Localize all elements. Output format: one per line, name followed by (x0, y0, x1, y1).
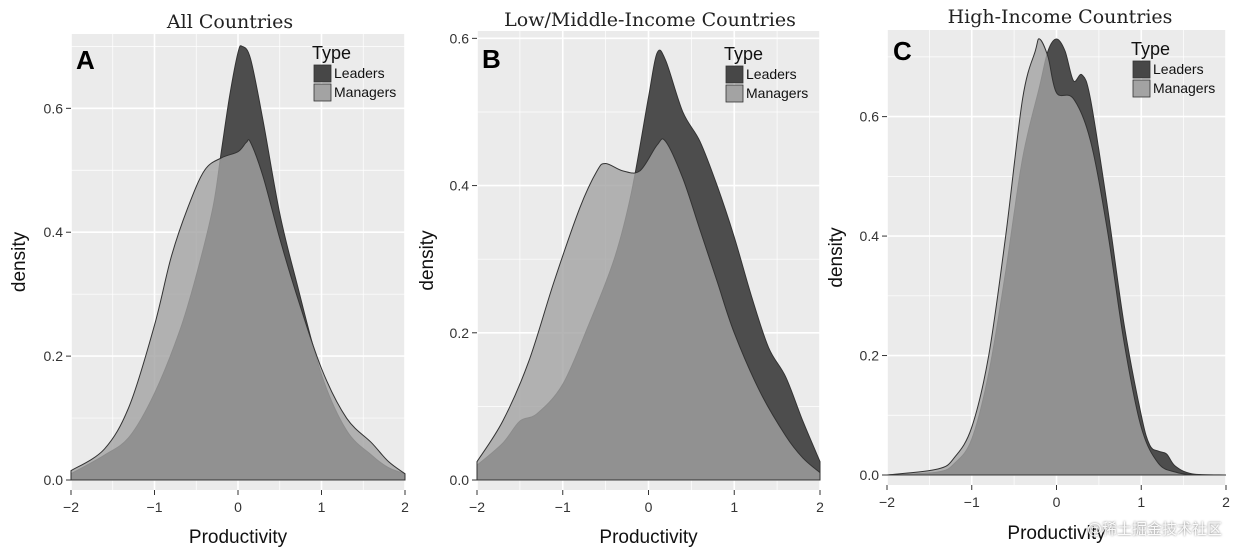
panel-letter: C (893, 36, 912, 66)
y-axis-title: density (417, 230, 438, 291)
x-tick-label: 1 (318, 499, 326, 515)
y-tick-label: 0.2 (860, 348, 880, 364)
x-tick-label: 1 (730, 499, 738, 515)
density-area-managers (70, 138, 406, 481)
x-tick-label: −2 (879, 494, 895, 510)
y-tick-label: 0.2 (450, 325, 470, 341)
legend: Type Leaders Managers (312, 43, 396, 102)
legend-swatch-leaders (1132, 60, 1151, 79)
y-tick-label: 0.4 (44, 224, 64, 240)
panel-title: All Countries (166, 11, 293, 33)
legend-swatch-managers (725, 84, 744, 103)
y-tick-label: 0.0 (860, 467, 880, 483)
legend-title: Type (312, 43, 351, 63)
y-tick-label: 0.0 (450, 472, 470, 488)
y-tick-label: 0.0 (44, 472, 64, 488)
x-tick-label: −1 (964, 494, 980, 510)
x-axis-title: Productivity (599, 527, 698, 548)
x-axis-title: Productivity (1007, 523, 1106, 544)
legend-swatch-managers (313, 83, 332, 102)
x-axis-title: Productivity (189, 527, 288, 548)
legend-label-managers: Managers (746, 85, 808, 101)
legend-title: Type (724, 44, 763, 64)
panel-title: High-Income Countries (948, 6, 1173, 28)
legend-swatch-managers (1132, 79, 1151, 98)
panel-c: −2 −1 0 1 2 0.0 0.2 0.4 0.6 High-Income Countries… (826, 6, 1230, 544)
y-tick-label: 0.6 (860, 109, 880, 125)
y-tick-label: 0.4 (860, 228, 880, 244)
y-tick-label: 0.2 (44, 348, 64, 364)
panel-b: −2 −1 0 1 2 0.0 0.2 0.4 0.6 Low/Middle-Income Cou… (417, 9, 824, 548)
legend-label-leaders: Leaders (334, 65, 385, 81)
panel-letter: A (76, 45, 95, 75)
x-tick-label: 2 (1222, 494, 1230, 510)
legend-label-managers: Managers (334, 84, 396, 100)
legend-swatch-leaders (725, 65, 744, 84)
density-area-managers (476, 138, 821, 481)
x-tick-label: −2 (469, 499, 485, 515)
panel-letter: B (482, 44, 501, 74)
legend-label-leaders: Leaders (746, 66, 797, 82)
panel-a: −2 −1 0 1 2 0.0 0.2 0.4 0.6 All Countries Producti… (9, 11, 409, 548)
legend-label-managers: Managers (1153, 80, 1215, 96)
watermark: @稀土掘金技术社区 (1086, 520, 1222, 538)
panel-title: Low/Middle-Income Countries (504, 9, 796, 31)
legend: Type Leaders Managers (724, 44, 808, 103)
x-tick-label: 0 (234, 499, 242, 515)
y-tick-label: 0.4 (450, 178, 470, 194)
legend-title: Type (1131, 39, 1170, 59)
x-tick-label: −2 (63, 499, 79, 515)
x-tick-label: −1 (147, 499, 163, 515)
legend-label-leaders: Leaders (1153, 61, 1204, 77)
y-axis-title: density (9, 231, 30, 292)
density-area-managers (886, 38, 1227, 476)
y-tick-label: 0.6 (450, 30, 470, 46)
legend: Type Leaders Managers (1131, 39, 1215, 98)
x-tick-label: 0 (1053, 494, 1061, 510)
y-axis-title: density (826, 227, 847, 288)
x-tick-label: 2 (816, 499, 824, 515)
legend-swatch-leaders (313, 64, 332, 83)
x-tick-label: 2 (401, 499, 409, 515)
x-tick-label: 1 (1137, 494, 1145, 510)
x-tick-label: 0 (645, 499, 653, 515)
y-tick-label: 0.6 (44, 100, 64, 116)
x-tick-label: −1 (555, 499, 571, 515)
